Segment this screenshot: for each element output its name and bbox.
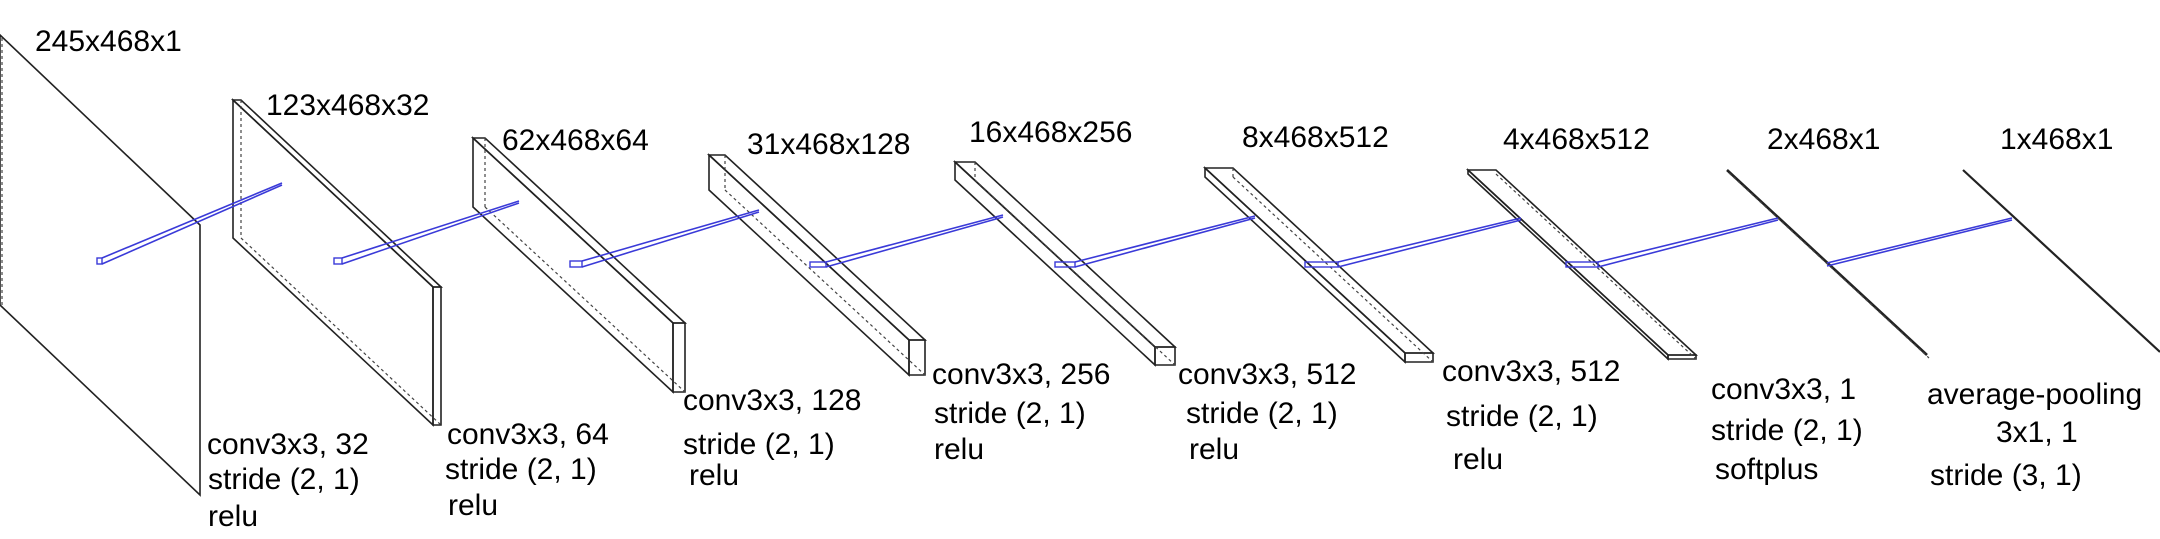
layer-4-dims: 16x468x256 [969,116,1132,149]
kernel-box [333,257,343,265]
kernel-box [809,261,827,268]
svg-text:conv3x3, 64: conv3x3, 64 [447,418,609,451]
kernel-box [1565,261,1599,268]
svg-text:stride (2, 1): stride (2, 1) [1186,397,1338,430]
svg-text:softplus: softplus [1715,453,1818,486]
layer-1-dims: 123x468x32 [266,89,429,122]
operation-labels: conv3x3, 32 stride (2, 1) relu conv3x3, … [207,355,2142,533]
layer-8-block [1962,169,2160,353]
svg-text:conv3x3, 512: conv3x3, 512 [1178,358,1356,391]
svg-text:3x1, 1: 3x1, 1 [1996,416,2078,449]
svg-text:average-pooling: average-pooling [1927,378,2142,411]
svg-text:relu: relu [1189,433,1239,466]
layer-0-dims: 245x468x1 [35,25,182,58]
dimension-labels: 245x468x1 123x468x32 62x468x64 31x468x12… [35,25,2113,161]
op-label-7: average-pooling 3x1, 1 stride (3, 1) [1927,378,2142,492]
connection-line [1826,217,2013,264]
svg-text:stride (2, 1): stride (2, 1) [445,453,597,486]
svg-text:relu: relu [208,500,258,533]
svg-text:stride (2, 1): stride (2, 1) [1711,414,1863,447]
connection-line [101,182,283,259]
op-label-1: conv3x3, 64 stride (2, 1) relu [445,418,609,522]
layer-6-block [1465,168,1699,361]
connection-line [341,200,520,259]
svg-text:conv3x3, 1: conv3x3, 1 [1711,373,1856,406]
kernel-box [569,260,583,268]
layer-3-block [706,153,928,377]
svg-text:stride (2, 1): stride (2, 1) [683,428,835,461]
svg-text:conv3x3, 512: conv3x3, 512 [1442,355,1620,388]
connection-line [1337,217,1522,263]
kernel-box [96,257,103,265]
layer-6-dims: 4x468x512 [1503,123,1650,156]
layer-1-block [230,98,444,427]
op-label-6: conv3x3, 1 stride (2, 1) softplus [1711,373,1863,486]
layer-0-block [0,33,201,497]
layer-2-dims: 62x468x64 [502,124,649,157]
svg-text:conv3x3, 32: conv3x3, 32 [207,428,369,461]
op-label-3: conv3x3, 256 stride (2, 1) relu [932,358,1110,466]
svg-text:conv3x3, 256: conv3x3, 256 [932,358,1110,391]
layer-4-block [952,160,1178,367]
layer-7-dims: 2x468x1 [1767,123,1880,156]
connection-line [825,214,1004,263]
svg-text:stride (2, 1): stride (2, 1) [934,397,1086,430]
svg-text:stride (2, 1): stride (2, 1) [1446,400,1598,433]
svg-text:relu: relu [448,489,498,522]
connection-line [1074,215,1256,263]
connection-line [1597,217,1779,263]
connections [96,182,2013,268]
op-label-0: conv3x3, 32 stride (2, 1) relu [207,428,369,533]
svg-text:stride (2, 1): stride (2, 1) [208,463,360,496]
layer-2-block [470,136,688,394]
kernel-box [1054,261,1076,268]
kernel-box [1304,261,1339,268]
layer-7-block [1726,169,1930,359]
op-label-2: conv3x3, 128 stride (2, 1) relu [683,384,861,492]
layer-8-dims: 1x468x1 [2000,123,2113,156]
svg-text:relu: relu [934,433,984,466]
svg-text:relu: relu [1453,443,1503,476]
layer-3-dims: 31x468x128 [747,128,910,161]
layer-5-dims: 8x468x512 [1242,121,1389,154]
op-label-4: conv3x3, 512 stride (2, 1) relu [1178,358,1356,466]
svg-text:relu: relu [689,459,739,492]
op-label-5: conv3x3, 512 stride (2, 1) relu [1442,355,1620,476]
svg-text:conv3x3, 128: conv3x3, 128 [683,384,861,417]
layer-5-block [1202,166,1436,364]
svg-text:stride (3, 1): stride (3, 1) [1930,459,2082,492]
connection-line [581,209,760,262]
